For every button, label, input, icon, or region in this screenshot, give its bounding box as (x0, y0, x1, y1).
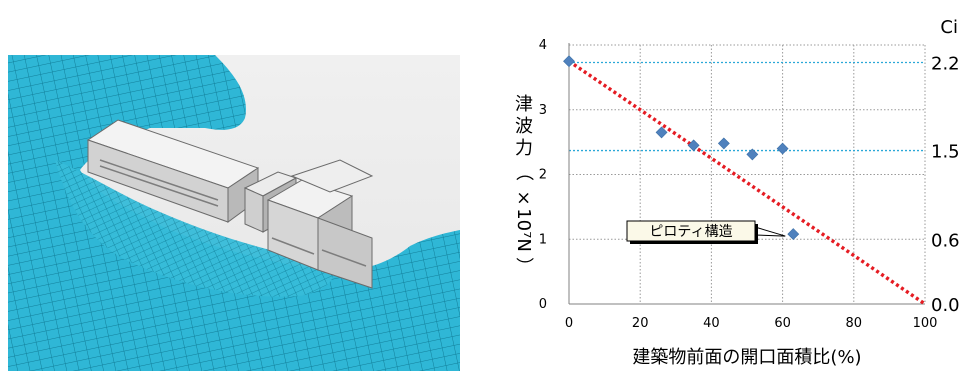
annotation-pointer (755, 227, 785, 236)
data-point (564, 56, 575, 67)
y-axis-label-part: 力 (515, 138, 533, 159)
x-tick-label: 80 (846, 316, 863, 331)
tsunami-building-simulation-icon (0, 0, 470, 371)
y-axis-label-part: 波 (515, 116, 533, 137)
right-axis-label: 0.0 (931, 295, 960, 316)
chart: ピロティ構造 0 20 40 60 80 100 0 1 2 3 4 Ci 2.2 1.5 0.6 0.0 建築… (490, 0, 962, 371)
annotation: ピロティ構造 (627, 221, 785, 244)
y-tick-label: 1 (539, 232, 547, 247)
x-tick-label: 60 (774, 316, 791, 331)
y-axis-label-rotated: （ × 10⁷N ） (513, 163, 534, 275)
x-tick-label: 40 (703, 316, 720, 331)
trend-line-segment (569, 61, 925, 304)
y-axis-label-part: （ (513, 163, 534, 181)
data-point (656, 127, 667, 138)
right-axis-title: Ci (940, 17, 958, 38)
data-point (747, 149, 758, 160)
y-tick-label: 0 (539, 297, 547, 312)
right-axis-label: 2.2 (931, 53, 960, 74)
trend-line (569, 61, 925, 304)
y-tick-label: 4 (539, 38, 547, 53)
x-tick-label: 20 (632, 316, 649, 331)
y-axis-label-part: 津 (515, 94, 533, 115)
y-tick-label: 3 (539, 103, 547, 118)
x-axis-label: 建築物前面の開口面積比(%) (632, 347, 861, 368)
y-axis-label-part: 10⁷N (513, 208, 534, 252)
grid (569, 45, 925, 304)
y-axis-label: 津波力 (515, 94, 533, 159)
axes (569, 43, 925, 304)
right-axis-label: 0.6 (931, 230, 960, 251)
data-point (718, 138, 729, 149)
right-axis-label: 1.5 (931, 142, 960, 163)
x-tick-label: 0 (565, 316, 573, 331)
y-axis-label-part: ） (513, 257, 534, 275)
data-point (777, 143, 788, 154)
y-axis-label-part: × (513, 190, 534, 205)
annotation-label: ピロティ構造 (649, 224, 732, 240)
x-tick-label: 100 (913, 316, 938, 331)
reference-lines (569, 62, 925, 150)
data-point (788, 229, 799, 240)
y-tick-label: 2 (539, 168, 547, 183)
